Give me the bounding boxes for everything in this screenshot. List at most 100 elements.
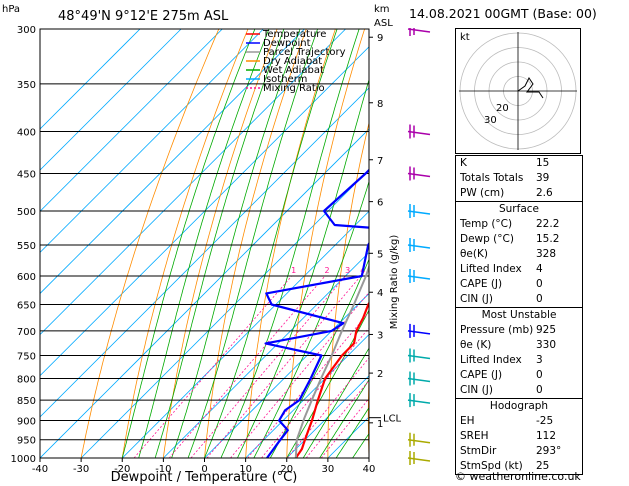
isotherm-line [40, 29, 305, 295]
index-key: θe (K) [460, 339, 492, 351]
index-row: CIN (J) 0 [456, 383, 582, 398]
section-title: Most Unstable [481, 309, 557, 321]
km-tick-label: 4 [377, 288, 383, 299]
index-value: 39 [536, 172, 550, 184]
temperature-tick-label: -30 [73, 464, 89, 475]
pressure-tick-label: 650 [17, 301, 36, 312]
dry-adiabat-line [327, 121, 369, 458]
pressure-tick-label: 750 [17, 351, 36, 362]
index-value: 2.6 [536, 187, 553, 199]
index-row: SREH 112 [456, 429, 582, 444]
index-row: StmSpd (kt) 25 [456, 459, 582, 474]
index-row: Pressure (mb) 925 [456, 323, 582, 338]
pressure-tick-label: 600 [17, 272, 36, 283]
isotherm-line [80, 169, 369, 458]
index-value: 0 [536, 278, 543, 290]
index-value: 22.2 [536, 218, 560, 230]
mixing-ratio-label: 2 [324, 266, 329, 275]
lcl-label: LCL [383, 414, 402, 425]
wind-barbs [407, 28, 431, 465]
isotherm-line [40, 29, 182, 171]
index-key: EH [460, 415, 475, 427]
wind-barb [407, 323, 431, 338]
wet-adiabat-line [319, 379, 369, 458]
temperature-tick-label: -40 [32, 464, 48, 475]
wind-barb [407, 451, 431, 465]
index-value: 925 [536, 324, 557, 336]
isotherm-line [40, 46, 369, 377]
wind-barb [407, 166, 431, 181]
pressure-tick-label: 450 [17, 169, 36, 180]
km-tick-label: 9 [377, 33, 383, 44]
km-tick-label: 3 [377, 330, 383, 341]
hodograph-kt-label: kt [460, 32, 470, 43]
index-key: StmSpd (kt) [460, 460, 523, 472]
pressure-tick-label: 950 [17, 436, 36, 447]
index-value: 0 [536, 369, 543, 381]
dry-adiabat-line [620, 29, 629, 458]
isotherm-line [40, 128, 369, 458]
x-axis-label: Dewpoint / Temperature (°C) [111, 470, 298, 485]
wind-barb [407, 124, 431, 139]
index-key: CAPE (J) [460, 369, 503, 381]
index-row: StmDir 293° [456, 444, 582, 459]
pressure-tick-label: 700 [17, 327, 36, 338]
indices-table: K 15 Totals Totals 39 PW (cm) 2.6 Surface Temp … [455, 155, 583, 475]
legend-entry: Mixing Ratio [263, 83, 325, 94]
index-key: Dewp (°C) [460, 233, 514, 245]
wind-barb [407, 371, 431, 386]
index-value: 3 [536, 354, 543, 366]
index-value: 330 [536, 339, 557, 351]
km-tick-label: 1 [377, 419, 383, 430]
wind-barb [407, 432, 431, 447]
pressure-tick-label: 850 [17, 396, 36, 407]
legend-entry: Isotherm [263, 74, 307, 85]
wind-barb [407, 237, 431, 252]
wind-barb [407, 204, 431, 219]
index-row: K 15 [456, 156, 582, 171]
wind-barb [407, 348, 431, 363]
copyright: © weatheronline.co.uk [455, 470, 581, 483]
indices-section-surface: Surface Temp (°C) 22.2 Dewp (°C) 15.2 θe(K) 32… [456, 201, 582, 307]
index-value: 15.2 [536, 233, 560, 245]
mixing-ratio-line [168, 275, 326, 458]
index-row: Totals Totals 39 [456, 171, 582, 186]
temperature-tick-label: 30 [322, 464, 335, 475]
datetime-label: 14.08.2021 00GMT (Base: 00) [409, 6, 597, 21]
mixing-ratio-line [206, 275, 362, 458]
index-row: CAPE (J) 0 [456, 277, 582, 292]
asl-label: ASL [374, 18, 393, 29]
isotherm-line [204, 292, 369, 458]
pressure-tick-label: 400 [17, 128, 36, 139]
isotherm-line [40, 87, 369, 418]
index-row: CIN (J) 0 [456, 292, 582, 307]
pressure-tick-label: 800 [17, 374, 36, 385]
hodograph-ring-label: 30 [484, 115, 497, 126]
wet-adiabat-line [286, 309, 369, 458]
pressure-tick-label: 500 [17, 207, 36, 218]
index-key: Totals Totals [460, 172, 524, 184]
index-row: PW (cm) 2.6 [456, 186, 582, 201]
index-key: CIN (J) [460, 384, 493, 396]
hodograph-trace [517, 77, 544, 99]
isotherm-line [286, 375, 369, 458]
temperature-tick-label: -20 [114, 464, 130, 475]
km-tick-label: 8 [377, 99, 383, 110]
index-key: θe(K) [460, 248, 488, 260]
wet-adiabat-line [121, 29, 256, 458]
location-title: 48°49'N 9°12'E 275m ASL [58, 9, 229, 24]
isotherm-line [40, 29, 264, 253]
legend-entry: Temperature [262, 29, 326, 40]
index-row: Dewp (°C) 15.2 [456, 232, 582, 247]
index-row: Lifted Index 3 [456, 353, 582, 368]
index-value: 0 [536, 384, 543, 396]
index-value: 112 [536, 430, 557, 442]
isotherm-line [40, 29, 141, 130]
index-row: Lifted Index 4 [456, 262, 582, 277]
mixing-ratio-label: 6 [382, 266, 387, 275]
index-row: CAPE (J) 0 [456, 368, 582, 383]
dry-adiabat-line [587, 29, 616, 458]
index-value: 293° [536, 445, 562, 457]
